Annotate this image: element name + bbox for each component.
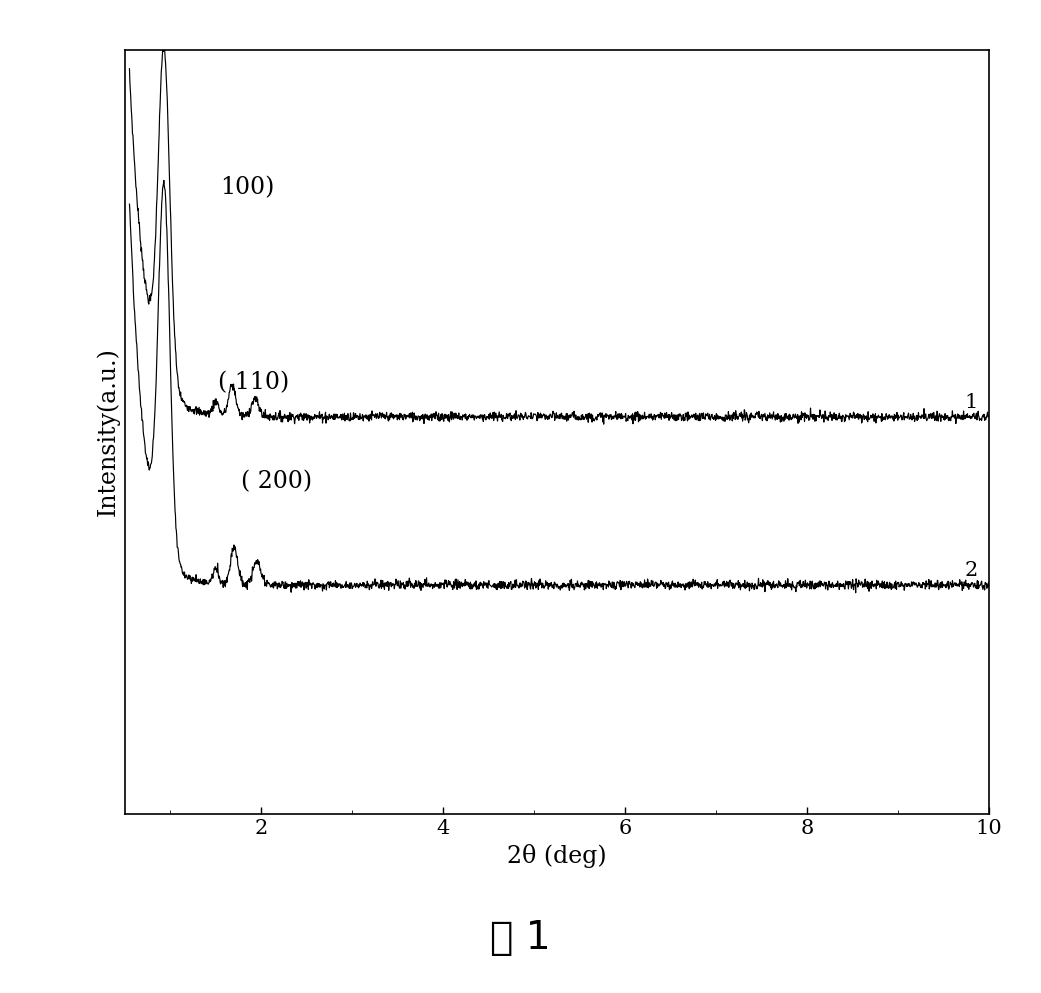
Text: 100): 100) [221, 176, 275, 199]
Text: 1: 1 [965, 393, 979, 412]
Text: ( 200): ( 200) [242, 470, 312, 494]
X-axis label: 2θ (deg): 2θ (deg) [507, 844, 607, 868]
Text: ( 110): ( 110) [218, 370, 289, 394]
Text: 图 1: 图 1 [490, 920, 551, 957]
Y-axis label: Intensity(a.u.): Intensity(a.u.) [96, 348, 120, 516]
Text: 2: 2 [965, 561, 979, 580]
